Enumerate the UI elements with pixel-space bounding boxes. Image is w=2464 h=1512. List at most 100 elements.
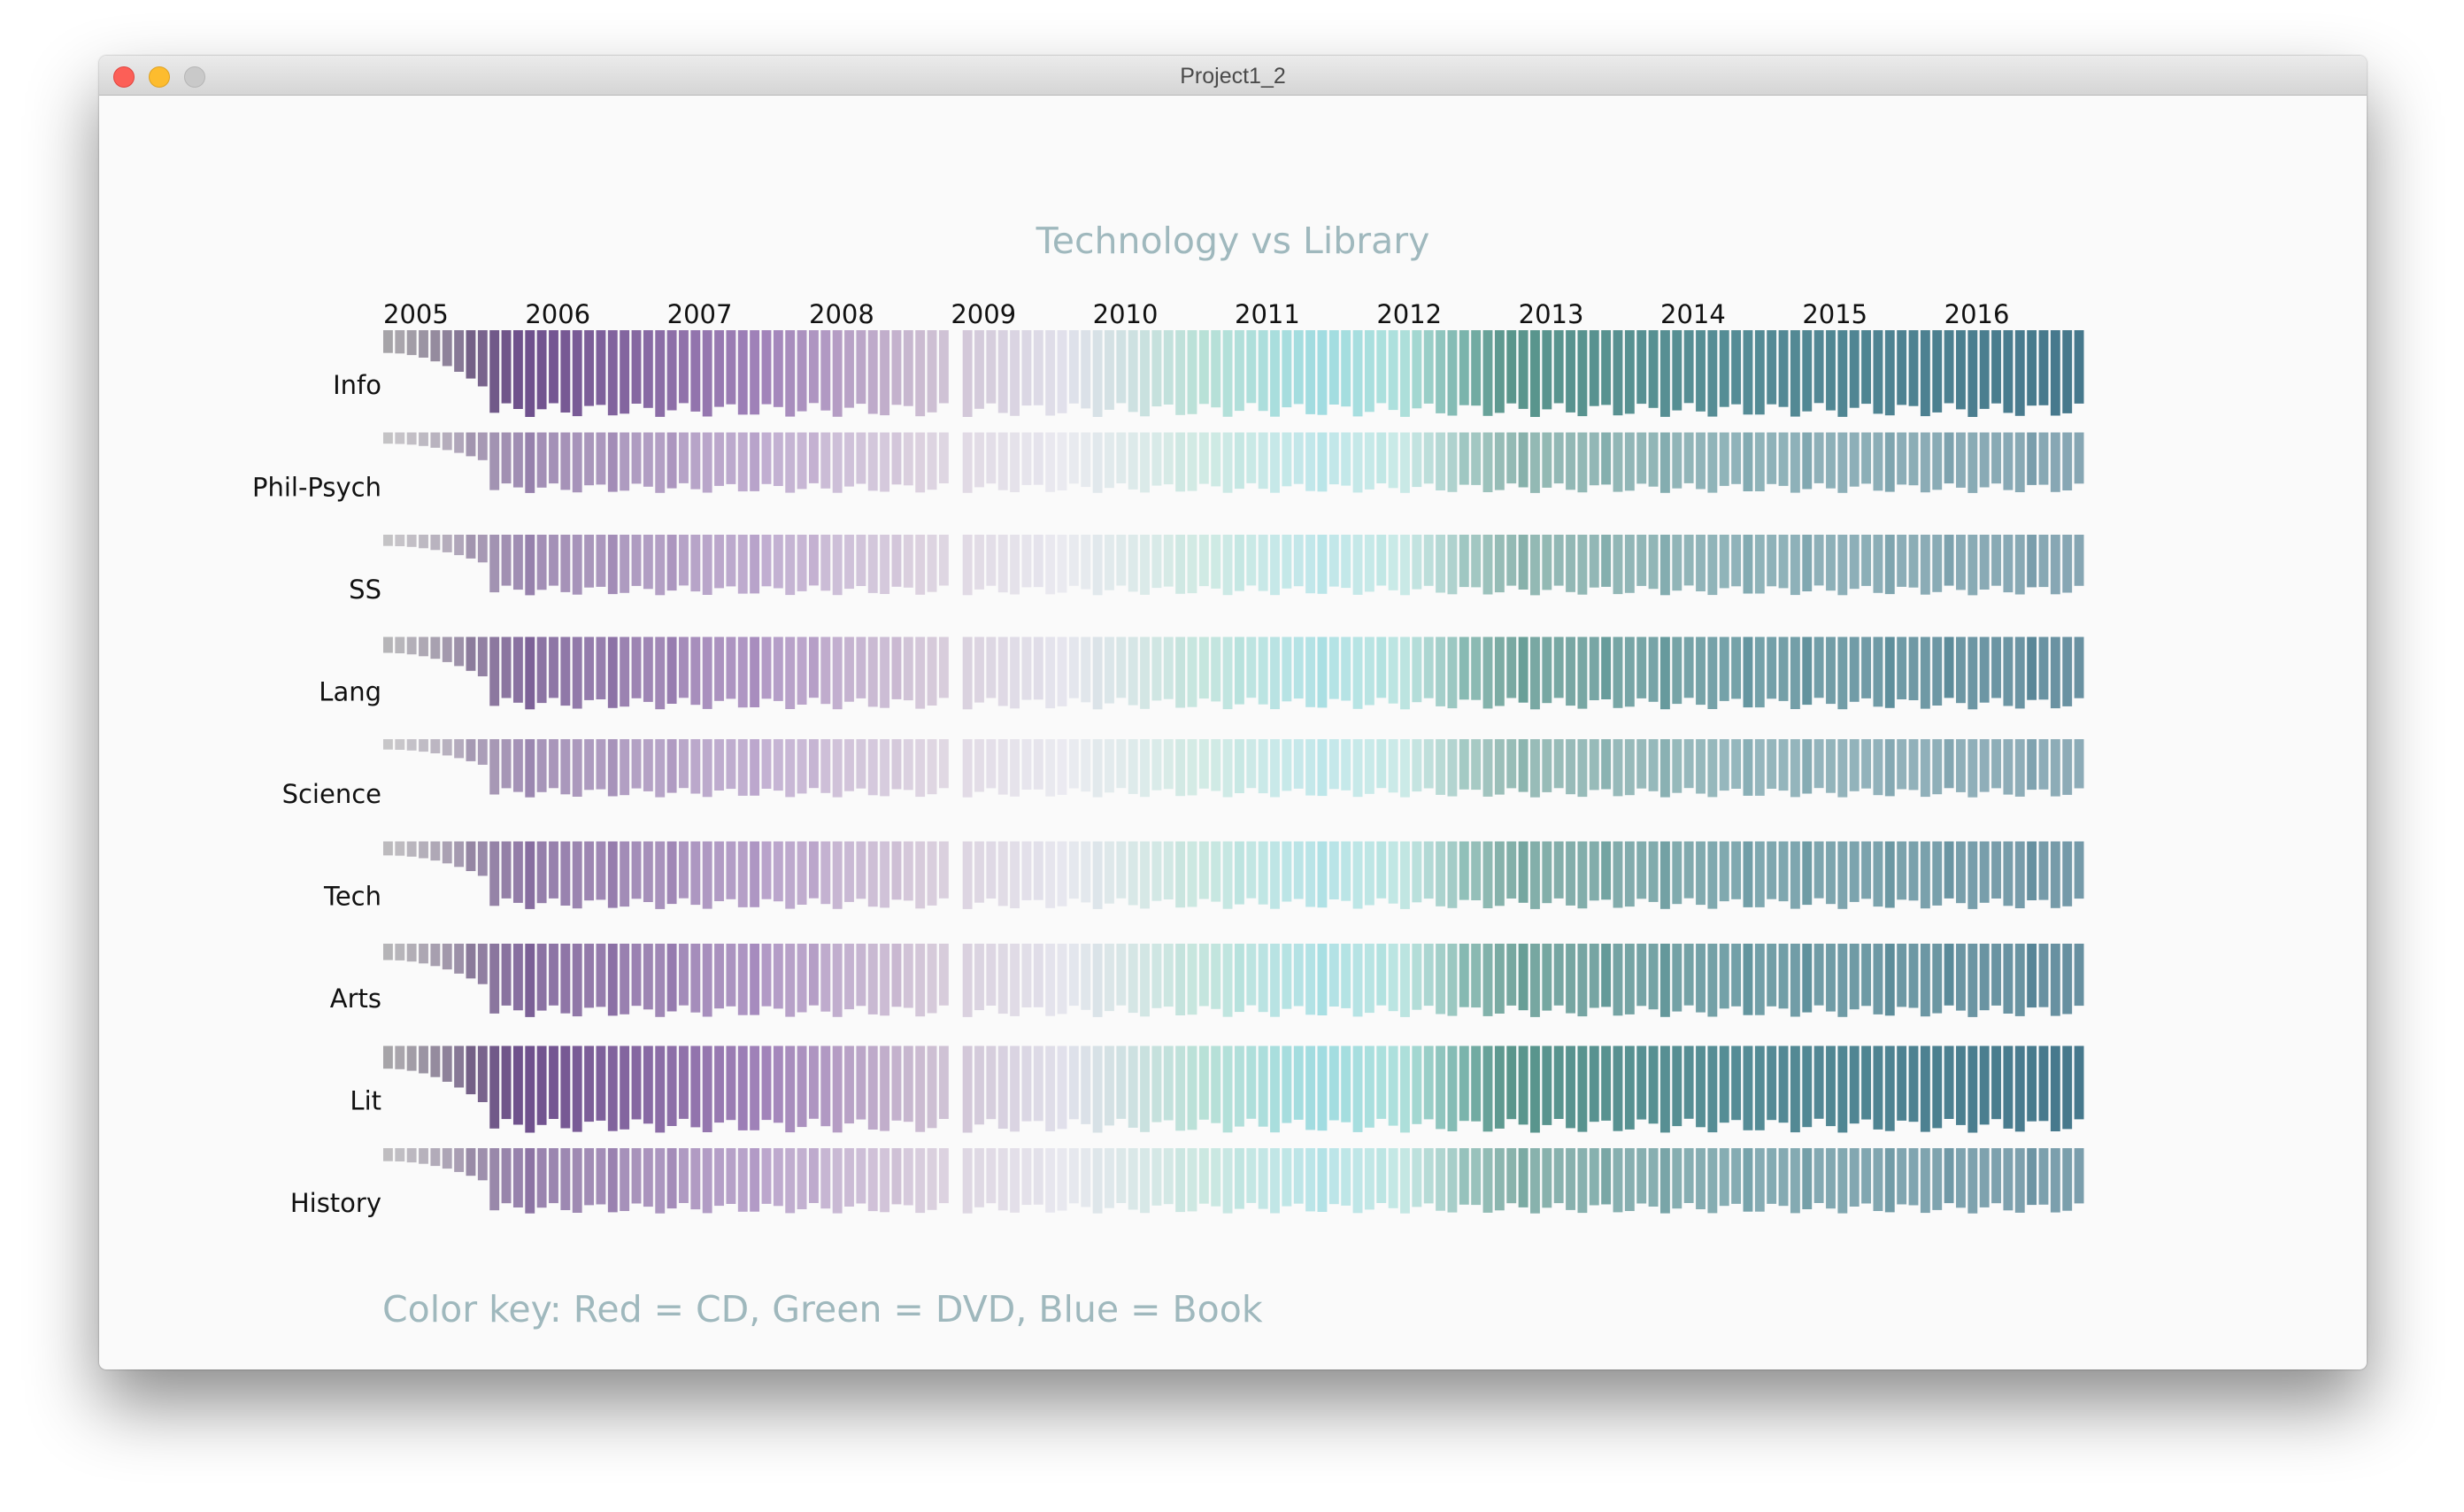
heat-cell	[2050, 1148, 2060, 1213]
heat-cell	[1802, 1045, 1813, 1128]
heat-cell	[844, 1045, 854, 1124]
heat-cell	[477, 535, 488, 563]
heat-cell	[1767, 636, 1777, 699]
heat-cell	[1696, 1148, 1706, 1209]
heat-cell	[1175, 1148, 1186, 1213]
heat-cell	[1482, 636, 1493, 709]
heat-cell	[1707, 841, 1718, 909]
heat-cell	[536, 1148, 547, 1208]
heat-cell	[1589, 944, 1599, 1008]
heat-cell	[442, 1045, 452, 1082]
heat-cell	[1589, 432, 1599, 486]
heat-cell	[655, 944, 666, 1017]
heat-cell	[501, 535, 512, 586]
heat-cell	[2038, 535, 2049, 588]
heat-cell	[974, 841, 984, 903]
heat-cell	[938, 841, 949, 899]
heat-cell	[2027, 636, 2037, 700]
heat-cell	[549, 330, 558, 404]
heat-cell	[1317, 636, 1328, 708]
close-window-button[interactable]	[113, 66, 135, 88]
heat-cell	[1436, 330, 1445, 413]
year-label-2012: 2012	[1376, 299, 1442, 329]
heat-cell	[1566, 841, 1575, 906]
heat-cell	[584, 636, 594, 700]
heat-cell	[1956, 944, 1966, 1011]
heat-cell	[430, 841, 441, 861]
heat-cell	[927, 1148, 937, 1210]
heat-cell	[750, 944, 760, 1015]
heat-cell	[867, 636, 878, 707]
heat-cell	[1376, 432, 1387, 483]
heat-cell	[1388, 1045, 1398, 1126]
heat-cell	[1920, 1148, 1930, 1214]
heat-cell	[466, 739, 476, 761]
heat-cell	[1979, 432, 1990, 488]
heat-cell	[607, 944, 618, 1016]
heat-cell	[903, 1148, 913, 1206]
heat-cell	[406, 535, 417, 547]
heat-cell	[891, 535, 902, 587]
heat-cell	[1979, 841, 1990, 903]
heat-cell	[1376, 841, 1387, 899]
heat-cell	[1873, 1045, 1883, 1130]
heat-cell	[809, 636, 819, 698]
heat-cell	[1813, 739, 1824, 789]
heat-cell	[1198, 535, 1209, 587]
heat-cell	[1897, 1148, 1907, 1205]
heat-cell	[512, 739, 523, 792]
heat-cell	[1754, 1045, 1765, 1130]
heat-cell	[560, 432, 571, 490]
heat-cell	[702, 739, 712, 798]
heat-cell	[1506, 739, 1517, 789]
heat-cell	[655, 739, 666, 798]
heat-cell	[844, 432, 854, 487]
heat-cell	[1944, 1045, 1954, 1119]
heat-cell	[962, 330, 973, 417]
title-bar[interactable]: Project1_2	[99, 56, 2367, 96]
heat-cell	[477, 636, 488, 676]
heat-cell	[501, 841, 512, 899]
heat-cell	[1778, 432, 1789, 486]
heat-cell	[1045, 330, 1056, 416]
heat-cell	[1175, 841, 1186, 908]
heat-cell	[1270, 535, 1280, 596]
heat-cell	[867, 1045, 878, 1130]
heat-cell	[383, 535, 393, 546]
heat-cell	[1033, 739, 1043, 790]
heat-cell	[927, 841, 937, 906]
minimize-window-button[interactable]	[149, 66, 170, 88]
heat-cell	[903, 739, 913, 791]
heat-cell	[2038, 432, 2049, 485]
heat-cell	[867, 944, 878, 1014]
heat-cell	[1601, 1148, 1612, 1205]
heat-cell	[1494, 636, 1505, 706]
heat-cell	[915, 1045, 926, 1132]
heat-cell	[560, 944, 571, 1014]
heat-cell	[442, 330, 452, 366]
heat-cell	[1222, 1148, 1233, 1214]
heat-cell	[2050, 636, 2060, 709]
heat-cell	[1116, 636, 1127, 698]
heat-cell	[915, 841, 926, 909]
heat-cell	[856, 1045, 866, 1120]
heat-cell	[761, 330, 772, 405]
heat-cell	[1790, 1045, 1800, 1133]
heat-cell	[1235, 1045, 1244, 1127]
heat-cell	[1648, 1148, 1659, 1207]
heat-cell	[986, 944, 997, 1006]
zoom-window-button[interactable]	[184, 66, 205, 88]
heat-cell	[1211, 330, 1221, 408]
heat-cell	[1258, 432, 1268, 490]
heat-cell	[1884, 636, 1895, 708]
heat-cell	[1258, 841, 1268, 905]
heat-cell	[596, 1045, 606, 1121]
heat-cell	[1530, 1045, 1540, 1133]
heat-cell	[1754, 739, 1765, 796]
heat-cell	[1328, 432, 1339, 485]
heat-cell	[1246, 535, 1257, 586]
heat-cell	[1778, 944, 1789, 1009]
heat-cell	[726, 1148, 736, 1204]
heat-cell	[655, 1148, 666, 1214]
heat-cell	[631, 636, 642, 698]
